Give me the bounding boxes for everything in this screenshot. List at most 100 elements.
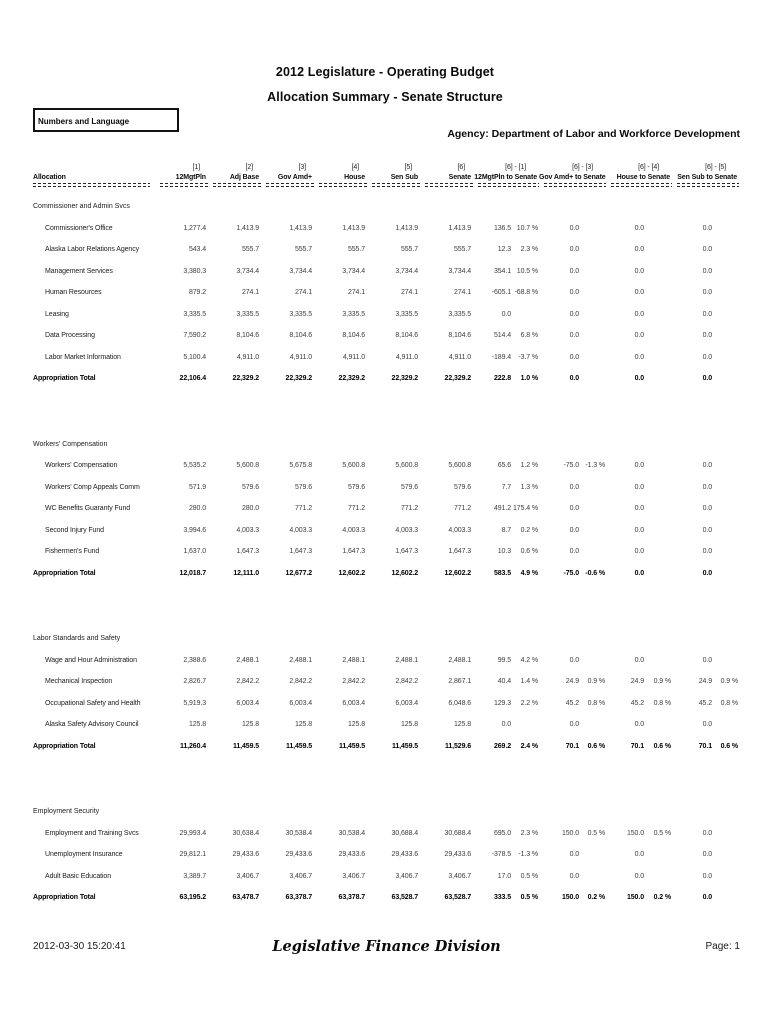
value-cell: 2,388.6 bbox=[183, 656, 206, 664]
diff-value-cell: 0.0 bbox=[634, 851, 645, 859]
value-cell: 4,003.3 bbox=[395, 526, 418, 534]
value-cell: 4,003.3 bbox=[448, 526, 471, 534]
value-cell: 4,911.0 bbox=[395, 353, 418, 361]
value-cell: 274.1 bbox=[241, 289, 259, 297]
diff-value-cell: 12.3 bbox=[497, 246, 511, 254]
diff-percent-cell: 0.9 % bbox=[653, 678, 672, 686]
budget-section: Commissioner and Admin Svcs Commissioner'… bbox=[33, 196, 740, 390]
value-cell: 3,335.5 bbox=[183, 310, 206, 318]
value-cell: 579.6 bbox=[453, 483, 471, 491]
value-cell: 1,413.9 bbox=[289, 224, 312, 232]
column-number: [1] bbox=[192, 163, 201, 171]
diff-value-cell: 24.9 bbox=[630, 678, 644, 686]
row-label: Commissioner's Office bbox=[45, 224, 113, 232]
diff-value-cell: 0.0 bbox=[501, 721, 512, 729]
diff-value-cell: 0.0 bbox=[569, 353, 580, 361]
diff-value-cell: 0.0 bbox=[702, 851, 713, 859]
value-cell: 1,413.9 bbox=[236, 224, 259, 232]
column-number: [6] bbox=[457, 163, 466, 171]
diff-percent-cell: -1.3 % bbox=[518, 851, 538, 859]
section-header: Labor Standards and Safety bbox=[33, 635, 121, 643]
diff-value-cell: 24.9 bbox=[698, 678, 712, 686]
diff-value-cell: 354.1 bbox=[493, 267, 511, 275]
diff-column-name: Gov Amd+ to Senate bbox=[539, 174, 606, 181]
value-cell: 555.7 bbox=[400, 246, 418, 254]
value-cell: 2,488.1 bbox=[395, 656, 418, 664]
allocation-column-header: Allocation bbox=[33, 174, 66, 181]
rule-line bbox=[319, 183, 367, 187]
diff-value-cell: 0.0 bbox=[569, 246, 580, 254]
value-cell: 29,433.6 bbox=[391, 851, 419, 859]
diff-percent-cell: 6.8 % bbox=[520, 332, 539, 340]
value-cell: 555.7 bbox=[241, 246, 259, 254]
row-label: Appropriation Total bbox=[33, 742, 96, 750]
header-rule bbox=[208, 183, 261, 187]
diff-percent-cell: 2.2 % bbox=[520, 699, 539, 707]
diff-value-cell: 40.4 bbox=[497, 678, 511, 686]
diff-value-cell: 65.6 bbox=[497, 462, 511, 470]
diff-value-cell: 70.1 bbox=[698, 742, 712, 750]
diff-value-cell: 0.0 bbox=[634, 246, 645, 254]
diff-value-cell: 0.0 bbox=[634, 462, 645, 470]
diff-value-cell: 0.0 bbox=[569, 375, 580, 383]
value-cell: 8,104.6 bbox=[448, 332, 471, 340]
value-cell: 6,003.4 bbox=[395, 699, 418, 707]
diff-value-cell: 8.7 bbox=[501, 526, 512, 534]
diff-value-cell: 0.0 bbox=[634, 656, 645, 664]
diff-percent-cell: 0.5 % bbox=[520, 872, 539, 880]
column-number: [3] bbox=[298, 163, 307, 171]
value-cell: 579.6 bbox=[241, 483, 259, 491]
budget-section: Employment Security Employment and Traini… bbox=[33, 801, 740, 909]
value-cell: 1,413.9 bbox=[395, 224, 418, 232]
diff-value-cell: 333.5 bbox=[493, 894, 511, 902]
value-cell: 63,195.2 bbox=[179, 894, 207, 902]
diff-value-cell: 0.0 bbox=[634, 483, 645, 491]
diff-value-cell: 70.1 bbox=[630, 742, 644, 750]
diff-value-cell: 0.0 bbox=[569, 526, 580, 534]
diff-value-cell: 0.0 bbox=[634, 310, 645, 318]
value-cell: 22,329.2 bbox=[285, 375, 313, 383]
value-cell: 12,677.2 bbox=[285, 569, 313, 577]
value-cell: 771.2 bbox=[400, 505, 418, 513]
rule-line bbox=[33, 183, 150, 187]
value-cell: 12,602.2 bbox=[444, 569, 472, 577]
diff-value-cell: 0.0 bbox=[702, 829, 713, 837]
table-row: Fishermen's Fund 1,637.0 1,647.3 1,647.3 1,6… bbox=[33, 541, 740, 563]
value-cell: 3,335.5 bbox=[395, 310, 418, 318]
value-cell: 1,647.3 bbox=[395, 548, 418, 556]
diff-value-cell: 7.7 bbox=[501, 483, 512, 491]
diff-value-cell: 0.0 bbox=[569, 224, 580, 232]
table-row: Mechanical Inspection 2,826.7 2,842.2 2,842… bbox=[33, 671, 740, 693]
value-cell: 12,602.2 bbox=[391, 569, 419, 577]
value-cell: 5,600.8 bbox=[236, 462, 259, 470]
diff-value-cell: -605.1 bbox=[491, 289, 511, 297]
table-row: Commissioner's Office 1,277.4 1,413.9 1,413… bbox=[33, 218, 740, 240]
diff-value-cell: 0.0 bbox=[702, 289, 713, 297]
value-cell: 29,433.6 bbox=[232, 851, 260, 859]
table-row: Wage and Hour Administration 2,388.6 2,488… bbox=[33, 650, 740, 672]
diff-percent-cell: 0.2 % bbox=[520, 526, 539, 534]
diff-column-number: [6] - [1] bbox=[505, 163, 526, 171]
value-cell: 63,378.7 bbox=[338, 894, 366, 902]
table-row: Alaska Safety Advisory Council 125.8 125.8… bbox=[33, 714, 740, 736]
value-cell: 11,459.5 bbox=[338, 742, 365, 750]
table-row: Adult Basic Education 3,389.7 3,406.7 3,406… bbox=[33, 866, 740, 888]
value-cell: 12,602.2 bbox=[338, 569, 366, 577]
value-cell: 29,433.6 bbox=[285, 851, 313, 859]
value-cell: 11,459.5 bbox=[285, 742, 312, 750]
diff-percent-cell: 0.2 % bbox=[653, 894, 672, 902]
diff-value-cell: 45.2 bbox=[565, 699, 579, 707]
value-cell: 555.7 bbox=[453, 246, 471, 254]
value-cell: 3,406.7 bbox=[448, 872, 471, 880]
value-cell: 1,647.3 bbox=[289, 548, 312, 556]
value-cell: 3,734.4 bbox=[236, 267, 259, 275]
value-cell: 30,688.4 bbox=[444, 829, 472, 837]
value-cell: 280.0 bbox=[188, 505, 206, 513]
header-rule bbox=[473, 183, 539, 187]
value-cell: 4,003.3 bbox=[342, 526, 365, 534]
value-cell: 5,600.8 bbox=[395, 462, 418, 470]
value-cell: 22,329.2 bbox=[338, 375, 366, 383]
diff-value-cell: 0.0 bbox=[702, 224, 713, 232]
diff-percent-cell: 0.6 % bbox=[520, 548, 539, 556]
value-cell: 125.8 bbox=[188, 721, 206, 729]
